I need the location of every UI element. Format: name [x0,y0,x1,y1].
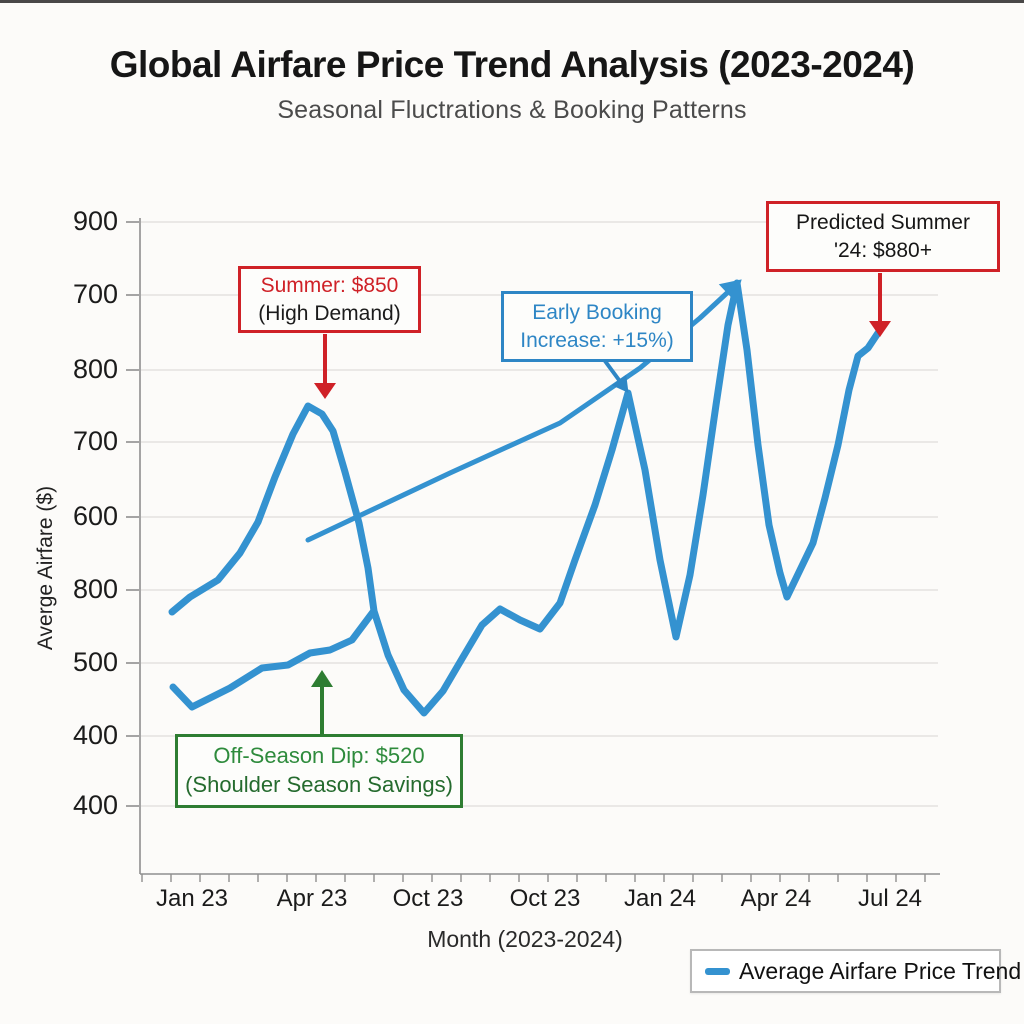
chart-subtitle: Seasonal Fluctrations & Booking Patterns [277,96,747,124]
annotation-early-booking-line2: Increase: +15%) [520,328,674,352]
x-tick-label: Apr 23 [276,885,348,912]
legend-line-swatch [705,967,730,975]
x-axis-title: Month (2023-2024) [427,926,623,952]
y-tick-label: 400 [72,720,118,750]
annotation-summer-peak: Summer: $850 (High Demand) [238,266,421,333]
y-tick-label: 600 [72,501,118,531]
x-tick-label: Jan 24 [623,885,697,912]
y-tick-label: 900 [72,206,118,236]
annotation-predicted-summer-line1: Predicted Summer [796,211,970,235]
trend-line [305,290,730,543]
booking-arrow-shaft [603,359,621,382]
branch-line [169,608,377,711]
legend: Average Airfare Price Trend [690,949,1021,993]
y-tick-label: 400 [72,790,118,820]
y-tick-label: 800 [72,574,118,604]
annotation-summer-peak-value: Summer: $850 [260,274,399,298]
x-tick-label: Jan 23 [155,885,229,912]
y-tick-label: 500 [72,647,118,677]
offseason-arrow-head [311,670,333,687]
annotation-early-booking: Early Booking Increase: +15%) [501,291,693,362]
annotation-summer-peak-note: (High Demand) [258,301,401,325]
x-tick-label: Oct 23 [509,885,581,912]
summer-arrow-head [314,383,336,399]
annotation-off-season-dip: Off-Season Dip: $520 (Shoulder Season Sa… [175,734,463,808]
annotation-predicted-summer: Predicted Summer '24: $880+ [766,201,1000,272]
booking-arrow-head [611,374,629,393]
annotation-predicted-summer-line2: '24: $880+ [833,238,933,262]
trend-arrowhead-head [718,279,742,302]
x-tick-label: Oct 23 [392,885,464,912]
legend-label: Average Airfare Price Trend [739,957,1022,984]
top-edge-line [0,0,1024,3]
annotation-off-season-dip-value: Off-Season Dip: $520 [213,743,425,769]
chart-header: Global Airfare Price Trend Analysis (202… [0,0,1024,125]
x-tick-label: Apr 24 [740,885,812,912]
chart-title: Global Airfare Price Trend Analysis (202… [109,44,915,85]
annotation-early-booking-line1: Early Booking [532,301,662,325]
main-line [168,279,884,717]
y-tick-label: 700 [72,279,118,309]
y-tick-label: 700 [72,426,118,456]
x-tick-label: Jul 24 [857,885,923,912]
predicted-arrow-head [869,321,891,337]
annotation-off-season-dip-note: (Shoulder Season Savings) [185,772,453,797]
y-tick-label: 800 [72,354,118,384]
